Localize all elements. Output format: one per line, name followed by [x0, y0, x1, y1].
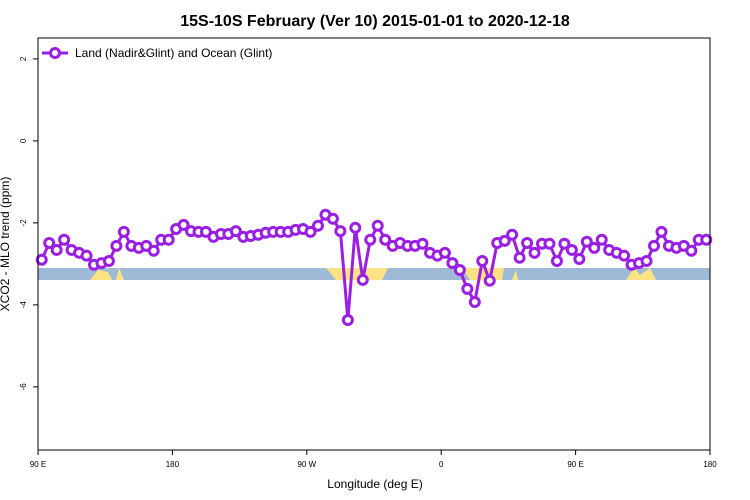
data-point: [147, 244, 160, 257]
plot-area: [35, 208, 713, 327]
x-tick-label: 0: [439, 460, 444, 469]
data-point: [640, 255, 653, 268]
data-point: [341, 314, 354, 327]
data-point: [371, 219, 384, 232]
data-point: [573, 252, 586, 265]
data-point: [35, 253, 48, 266]
y-axis-label: XCO2 - MLO trend (ppm): [0, 177, 12, 312]
x-tick-label: 90 E: [30, 460, 46, 469]
data-point: [162, 233, 175, 246]
legend: Land (Nadir&Glint) and Ocean (Glint): [42, 46, 272, 60]
legend-label: Land (Nadir&Glint) and Ocean (Glint): [75, 46, 272, 60]
data-point: [453, 264, 466, 277]
x-tick-label: 180: [703, 460, 717, 469]
x-tick-label: 90 W: [297, 460, 316, 469]
data-point: [379, 233, 392, 246]
data-point: [304, 225, 317, 238]
data-point: [349, 221, 362, 234]
data-point: [117, 225, 130, 238]
y-tick-label: -4: [19, 301, 28, 309]
data-point: [565, 243, 578, 256]
data-point: [229, 225, 242, 238]
data-point: [655, 225, 668, 238]
data-point: [461, 282, 474, 295]
data-point: [588, 241, 601, 254]
data-point: [498, 234, 511, 247]
data-point: [356, 273, 369, 286]
data-point: [312, 219, 324, 232]
series-line: [40, 213, 707, 322]
data-point: [364, 233, 377, 246]
y-tick-label: 0: [19, 138, 28, 143]
data-point: [521, 236, 534, 249]
legend-marker: [49, 47, 61, 59]
data-point: [80, 249, 93, 262]
data-point: [543, 237, 556, 250]
data-point: [528, 246, 541, 259]
y-tick-label: 2: [19, 56, 28, 61]
y-tick-label: -6: [19, 383, 28, 391]
x-axis-label: Longitude (deg E): [327, 477, 422, 491]
data-point: [110, 239, 123, 252]
data-point: [580, 235, 593, 248]
map-strip: [38, 268, 710, 280]
data-point: [685, 244, 698, 257]
data-point: [326, 212, 339, 225]
data-point: [468, 296, 481, 309]
data-point: [558, 237, 571, 250]
y-tick-label: -2: [19, 219, 28, 227]
data-point: [334, 225, 347, 238]
data-point: [438, 246, 451, 259]
data-point: [595, 233, 608, 246]
chart-title: 15S-10S February (Ver 10) 2015-01-01 to …: [180, 13, 570, 30]
data-point: [58, 233, 71, 246]
data-point: [177, 218, 190, 231]
data-point: [483, 274, 496, 287]
data-point: [43, 236, 56, 249]
data-point: [446, 257, 459, 270]
x-tick-label: 90 E: [567, 460, 583, 469]
data-point: [618, 249, 631, 262]
data-point: [648, 239, 660, 252]
data-point: [513, 251, 526, 264]
data-point: [700, 233, 713, 246]
data-point: [506, 228, 519, 241]
data-point: [476, 255, 489, 268]
data-point: [416, 237, 429, 250]
plot-frame: [37, 37, 711, 451]
data-point: [50, 243, 63, 256]
data-point: [102, 255, 115, 268]
data-point: [550, 255, 563, 268]
x-tick-label: 180: [166, 460, 180, 469]
